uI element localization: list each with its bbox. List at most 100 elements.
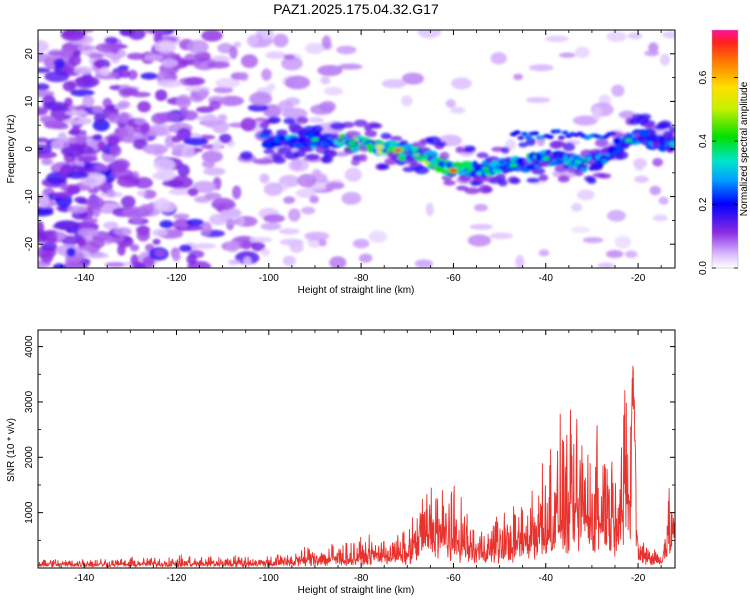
spectrogram-y-label: Frequency (Hz) (6, 115, 17, 184)
heatmap-cell (301, 206, 316, 215)
y-tick-label: 2000 (24, 446, 35, 469)
heatmap-cell (490, 52, 507, 65)
heatmap-cell (53, 58, 65, 67)
heatmap-cell (201, 160, 216, 168)
heatmap-cell (267, 83, 276, 91)
colorbar-frame (711, 29, 739, 269)
colorbar-tick-label: 0.2 (698, 197, 709, 211)
heatmap-cell (291, 157, 303, 171)
heatmap-cell (74, 196, 87, 203)
heatmap-cell (66, 172, 89, 179)
heatmap-cell (498, 179, 508, 187)
heatmap-cell (120, 30, 135, 37)
heatmap-cell (66, 247, 76, 257)
heatmap-cell (104, 36, 118, 44)
heatmap-layer (38, 30, 675, 268)
heatmap-cell (369, 123, 383, 129)
heatmap-cell (63, 119, 89, 125)
heatmap-cell (82, 218, 99, 224)
heatmap-cell (249, 236, 273, 243)
heatmap-cell (54, 220, 80, 231)
heatmap-cell (76, 237, 87, 247)
heatmap-cell (283, 54, 296, 60)
heatmap-cell (97, 140, 106, 150)
heatmap-cell (267, 116, 281, 124)
heatmap-cell (107, 113, 123, 124)
heatmap-cell (142, 255, 155, 268)
heatmap-cell (152, 229, 168, 237)
heatmap-cell (120, 134, 138, 144)
heatmap-cell (317, 64, 343, 77)
heatmap-peak-cell (449, 168, 458, 173)
heatmap-cell (493, 169, 502, 174)
heatmap-cell (445, 99, 456, 108)
heatmap-cell (41, 241, 58, 252)
heatmap-cell (103, 221, 119, 230)
x-tick-label: -60 (446, 573, 461, 584)
heatmap-cell (652, 214, 668, 222)
x-tick-label: -40 (539, 273, 554, 284)
heatmap-cell (93, 113, 106, 123)
heatmap-cell (570, 226, 590, 234)
heatmap-cell (450, 106, 466, 114)
x-tick-label: -140 (74, 273, 94, 284)
heatmap-cell (38, 67, 51, 73)
heatmap-cell (212, 138, 222, 153)
heatmap-cell (137, 101, 151, 113)
heatmap-cell (172, 251, 181, 262)
heatmap-cell (183, 137, 209, 146)
heatmap-cell (192, 180, 217, 194)
heatmap-cell (239, 72, 249, 81)
heatmap-cell (67, 205, 88, 214)
heatmap-cell (283, 196, 296, 204)
heatmap-cell (525, 137, 536, 146)
spectrogram-x-label: Height of straight line (km) (298, 285, 415, 296)
heatmap-cell (57, 132, 68, 144)
heatmap-cell (46, 233, 58, 244)
heatmap-cell (113, 227, 132, 236)
heatmap-cell (82, 95, 95, 108)
heatmap-cell (133, 262, 144, 268)
heatmap-cell (275, 129, 288, 136)
heatmap-cell (396, 159, 407, 166)
heatmap-cell (104, 262, 126, 268)
heatmap-cell (208, 100, 222, 110)
heatmap-cell (52, 263, 66, 268)
heatmap-cell (158, 201, 176, 213)
heatmap-cell (469, 224, 493, 230)
heatmap-cell (439, 151, 450, 161)
heatmap-cell (464, 187, 481, 195)
snr-series-line (38, 365, 675, 568)
heatmap-cell (204, 192, 222, 200)
heatmap-cell (304, 231, 330, 241)
heatmap-cell (243, 256, 252, 267)
heatmap-peak-cell (509, 163, 518, 168)
heatmap-cell (359, 153, 368, 162)
heatmap-cell (417, 30, 442, 39)
heatmap-cell (476, 152, 489, 159)
heatmap-cell (607, 209, 626, 222)
heatmap-cell (74, 76, 100, 88)
heatmap-cell (594, 138, 609, 148)
heatmap-cell (510, 177, 521, 185)
heatmap-cell (195, 115, 218, 121)
heatmap-cell (95, 164, 109, 172)
heatmap-cell (162, 179, 185, 187)
heatmap-cell (658, 120, 672, 129)
heatmap-cell (129, 244, 140, 252)
heatmap-cell (252, 158, 275, 165)
heatmap-cell (501, 146, 510, 154)
heatmap-cell (179, 219, 189, 230)
x-tick-label: -80 (354, 273, 369, 284)
heatmap-peak-cell (347, 141, 356, 146)
heatmap-cell (353, 119, 368, 127)
heatmap-cell (265, 186, 282, 192)
heatmap-cell (518, 142, 529, 148)
heatmap-cell (611, 84, 625, 97)
heatmap-cell (211, 197, 236, 211)
heatmap-cell (62, 262, 89, 268)
heatmap-cell (179, 244, 193, 253)
heatmap-cell (135, 225, 151, 235)
heatmap-cell (92, 105, 104, 114)
